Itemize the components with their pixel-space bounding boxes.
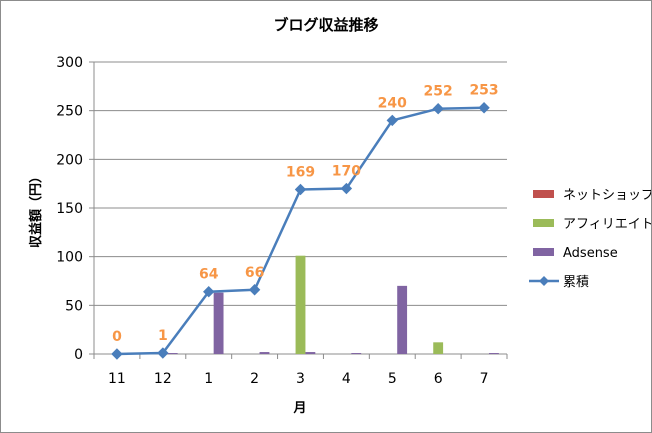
legend-label: Adsense bbox=[563, 246, 618, 261]
data-label: 253 bbox=[469, 83, 498, 99]
chart-title: ブログ収益推移 bbox=[273, 16, 378, 34]
bars bbox=[167, 255, 499, 355]
bar bbox=[259, 352, 270, 354]
legend-swatch bbox=[533, 219, 554, 227]
data-label: 66 bbox=[245, 265, 264, 281]
data-label: 0 bbox=[112, 329, 122, 345]
y-tick-label: 100 bbox=[56, 250, 83, 266]
line-point bbox=[432, 103, 444, 115]
line-point bbox=[478, 102, 490, 114]
line-point bbox=[157, 347, 169, 359]
line-point bbox=[111, 348, 123, 360]
data-label: 169 bbox=[286, 165, 315, 181]
x-tick-label: 4 bbox=[342, 371, 351, 387]
x-tick-label: 5 bbox=[388, 371, 397, 387]
legend-swatch bbox=[533, 190, 554, 198]
line-point bbox=[203, 285, 215, 298]
cumulative-line bbox=[111, 102, 490, 360]
bar bbox=[295, 255, 306, 354]
y-tick-label: 50 bbox=[65, 298, 83, 314]
gridlines bbox=[94, 61, 507, 306]
data-label: 170 bbox=[332, 164, 361, 180]
y-tick-label: 0 bbox=[74, 347, 83, 363]
bar bbox=[397, 285, 408, 354]
y-axis-title: 収益額（円） bbox=[28, 170, 44, 248]
line-point bbox=[340, 182, 353, 195]
x-tick-label: 11 bbox=[108, 371, 126, 387]
x-axis: 11 12 1 2 3 4 5 6 7 bbox=[93, 353, 508, 387]
x-tick-label: 6 bbox=[434, 371, 443, 387]
data-label: 240 bbox=[378, 95, 407, 111]
x-tick-label: 12 bbox=[154, 371, 172, 387]
y-tick-label: 300 bbox=[56, 55, 83, 71]
x-tick-label: 2 bbox=[250, 371, 259, 387]
bar bbox=[213, 292, 224, 354]
x-tick-label: 7 bbox=[480, 371, 489, 387]
y-tick-label: 250 bbox=[56, 104, 83, 120]
y-tick-label: 200 bbox=[56, 152, 83, 168]
data-label: 252 bbox=[424, 84, 453, 100]
data-labels: 0 1 64 66 169 170 240 252 253 bbox=[112, 83, 499, 345]
x-tick-label: 3 bbox=[296, 371, 305, 387]
bar bbox=[167, 353, 178, 355]
bar bbox=[488, 353, 499, 355]
bar bbox=[351, 353, 362, 355]
legend-swatch bbox=[533, 248, 554, 256]
data-label: 64 bbox=[199, 267, 219, 283]
y-axis: 0 50 100 150 200 250 300 bbox=[56, 55, 95, 363]
data-label: 1 bbox=[158, 328, 168, 344]
bar bbox=[305, 352, 316, 354]
bar bbox=[433, 342, 444, 354]
x-axis-title: 月 bbox=[292, 401, 306, 416]
line-point bbox=[294, 183, 307, 196]
legend-label: アフィリエイト bbox=[563, 217, 651, 232]
legend-marker bbox=[539, 276, 549, 286]
line-point bbox=[248, 284, 261, 296]
legend-label: 累積 bbox=[563, 275, 589, 290]
line-point bbox=[386, 114, 398, 127]
y-tick-label: 150 bbox=[56, 201, 83, 217]
x-tick-label: 1 bbox=[204, 371, 213, 387]
legend-label: ネットショップ bbox=[563, 188, 651, 203]
